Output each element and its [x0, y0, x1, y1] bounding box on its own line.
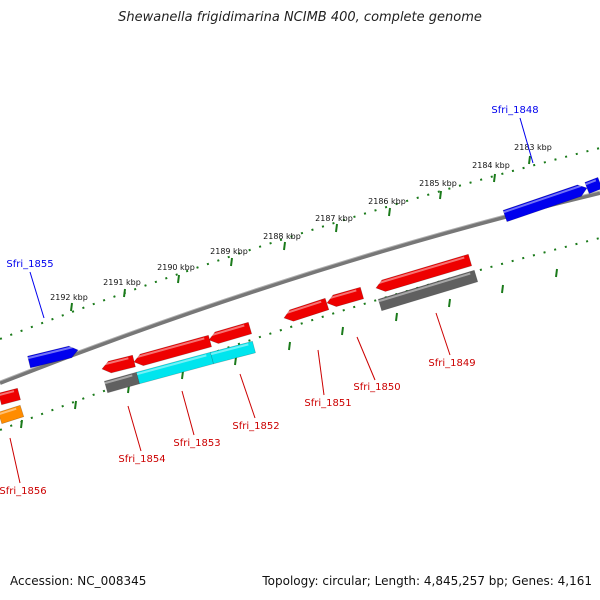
gene-leader-line [356, 336, 376, 381]
gene-label[interactable]: Sfri_1852 [232, 421, 279, 432]
genome-backbone [0, 191, 600, 385]
inner-tick-ring [0, 237, 600, 431]
feature-orange-1856-shine [0, 407, 17, 415]
feature-cyan-1853 [136, 351, 214, 385]
gene-leader-line [519, 117, 534, 164]
feature-cyan-1852-shine [210, 343, 249, 356]
gene-label[interactable]: Sfri_1853 [173, 438, 220, 449]
gene-arrow-sfri-1848-shine [503, 184, 582, 214]
gene-arrow-sfri-1852-shine [207, 324, 245, 338]
gene-label[interactable]: Sfri_1854 [118, 454, 165, 465]
gene-label[interactable]: Sfri_1851 [304, 398, 351, 409]
gene-arrow-sfri-1850 [326, 286, 365, 307]
topology-text: Topology: circular; Length: 4,845,257 bp… [262, 574, 592, 588]
tick-mark [439, 190, 442, 200]
tick-mark [388, 207, 391, 217]
gene-arrow-sfri-1849 [375, 253, 473, 292]
tick-mark [288, 341, 291, 351]
feature-gray-1854 [104, 371, 140, 394]
gene-arrow-sfri-1851 [283, 297, 330, 322]
map-title: Shewanella frigidimarina NCIMB 400, comp… [118, 10, 482, 25]
accession-text: Accession: NC_008345 [10, 574, 147, 588]
gene-leader-line [239, 373, 256, 419]
tick-label: 2188 kbp [263, 232, 301, 241]
gene-arrow-sfri-1854-shine [100, 357, 129, 367]
gene-arrow-sfri-1852 [208, 321, 253, 344]
gene-label[interactable]: Sfri_1849 [428, 358, 475, 369]
tick-label: 2191 kbp [103, 278, 141, 287]
tick-mark [181, 370, 184, 380]
tick-mark [493, 173, 496, 183]
feature-orange-1856 [0, 404, 25, 425]
tick-mark [335, 223, 338, 233]
gene-leader-line [317, 349, 325, 396]
feature-gray-1854-shine [104, 374, 133, 385]
tick-mark [555, 268, 558, 278]
tick-mark [283, 241, 286, 251]
feature-cyan-1853-shine [136, 354, 207, 376]
tick-mark [395, 312, 398, 322]
tick-label: 2186 kbp [368, 197, 406, 206]
gene-arrow-sfri-1850-shine [325, 289, 357, 301]
feature-cyan-1852 [210, 340, 256, 365]
gene-label[interactable]: Sfri_1855 [6, 259, 53, 270]
tick-mark [230, 257, 233, 267]
tick-mark [74, 400, 77, 410]
tick-label: 2185 kbp [419, 179, 457, 188]
gene-arrow-sfri-1854 [101, 354, 136, 374]
gene-arrow-sfri-1856-shine [0, 390, 15, 396]
tick-mark [448, 298, 451, 308]
gene-leader-line [435, 312, 451, 356]
gene-leader-line [9, 437, 21, 484]
gene-arrow-sfri-1847-shine [585, 179, 597, 186]
tick-mark [70, 302, 73, 312]
tick-mark [501, 284, 504, 294]
gene-leader-line [181, 390, 195, 436]
tick-label: 2183 kbp [514, 143, 552, 152]
gene-arrow-sfri-1848 [502, 184, 588, 223]
tick-mark [234, 356, 237, 366]
tick-mark [20, 419, 23, 429]
tick-mark [123, 288, 126, 298]
gene-arrow-sfri-1853-shine [132, 337, 205, 360]
gene-arrow-sfri-1856 [0, 387, 21, 406]
gene-arrow-sfri-1851-shine [282, 300, 322, 316]
gene-label[interactable]: Sfri_1856 [0, 486, 47, 497]
tick-label: 2190 kbp [157, 263, 195, 272]
gene-arrow-sfri-1855 [27, 345, 79, 369]
gene-label[interactable]: Sfri_1848 [491, 105, 538, 116]
gene-arrow-sfri-1853 [133, 334, 212, 366]
tick-mark [341, 326, 344, 336]
tick-label: 2192 kbp [50, 293, 88, 302]
tick-label: 2189 kbp [210, 247, 248, 256]
feature-gray-1849 [377, 269, 479, 312]
gene-label[interactable]: Sfri_1850 [353, 382, 400, 393]
feature-gray-1849-shine [378, 272, 471, 303]
tick-label: 2184 kbp [472, 161, 510, 170]
gene-leader-line [127, 405, 142, 452]
tick-label: 2187 kbp [315, 214, 353, 223]
gene-arrow-sfri-1855-shine [27, 346, 73, 360]
gene-arrow-sfri-1847 [584, 177, 600, 194]
gene-arrow-sfri-1849-shine [374, 256, 465, 286]
tick-mark [177, 274, 180, 284]
tick-mark [528, 155, 531, 165]
gene-leader-line [29, 271, 45, 319]
